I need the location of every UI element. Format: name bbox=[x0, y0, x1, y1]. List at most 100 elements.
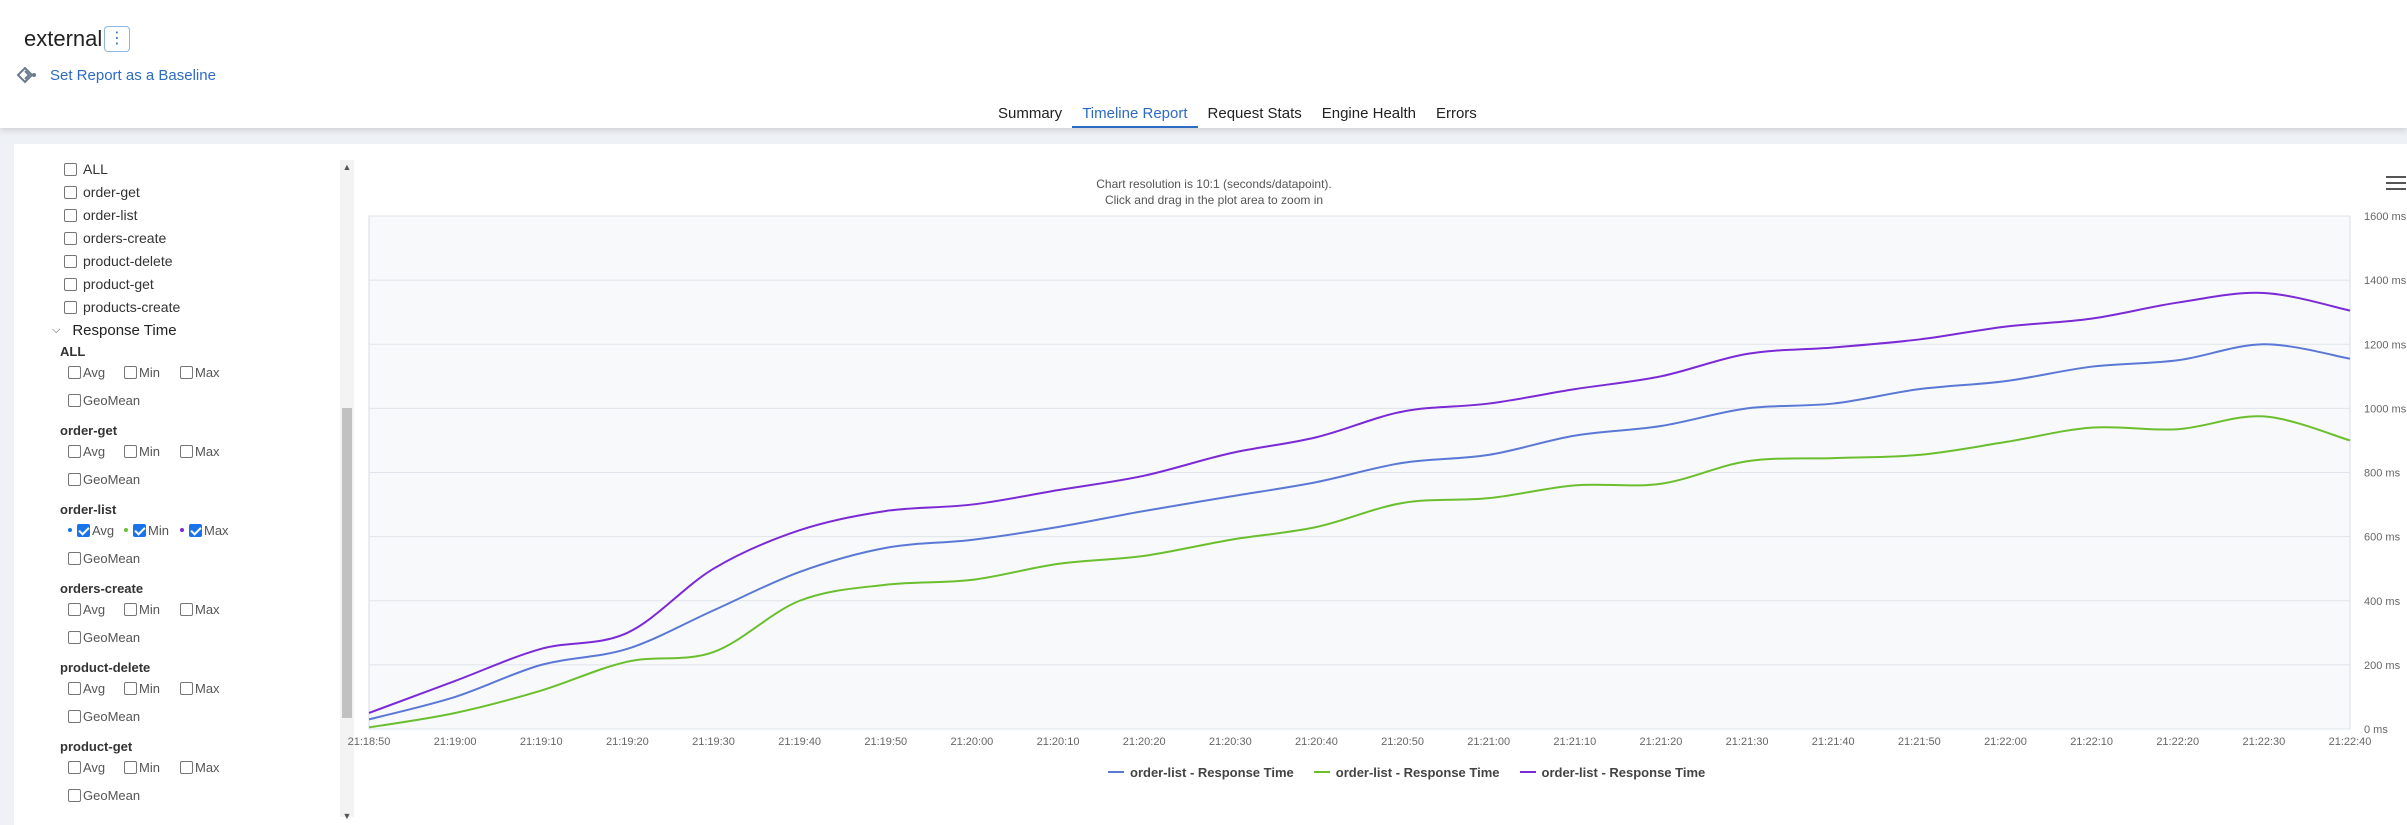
option-avg[interactable]: Avg bbox=[68, 681, 124, 696]
set-baseline-link[interactable]: Set Report as a Baseline bbox=[16, 64, 216, 86]
option-label: Avg bbox=[83, 680, 106, 696]
legend-item-max[interactable]: order-list - Response Time bbox=[1519, 762, 1705, 782]
label-filter-order-list[interactable]: order-list bbox=[64, 206, 137, 224]
chart-menu-icon[interactable] bbox=[2386, 176, 2406, 194]
checkbox[interactable] bbox=[133, 523, 146, 537]
scroll-down-arrow-icon[interactable]: ▼ bbox=[342, 811, 352, 821]
tab-timeline-report[interactable]: Timeline Report bbox=[1072, 104, 1198, 128]
checkbox[interactable] bbox=[68, 602, 81, 616]
filter-sidebar: ALL order-get order-list orders-create p… bbox=[14, 160, 354, 825]
checkbox[interactable] bbox=[64, 300, 77, 314]
option-label: GeoMean bbox=[83, 471, 141, 487]
x-tick-label: 21:20:10 bbox=[1037, 736, 1080, 748]
option-label: GeoMean bbox=[83, 392, 141, 408]
option-geomean[interactable]: GeoMean bbox=[68, 707, 140, 725]
option-label: Max bbox=[195, 759, 220, 775]
sidebar-scrollbar[interactable]: ▲ ▼ bbox=[340, 160, 354, 821]
label-filter-product-get[interactable]: product-get bbox=[64, 275, 154, 293]
option-min[interactable]: Min bbox=[124, 444, 180, 459]
option-min[interactable]: Min bbox=[124, 602, 180, 617]
tab-request-stats[interactable]: Request Stats bbox=[1207, 105, 1302, 122]
checkbox[interactable] bbox=[180, 681, 193, 695]
option-geomean[interactable]: GeoMean bbox=[68, 628, 140, 646]
label-filter-order-get[interactable]: order-get bbox=[64, 183, 140, 201]
checkbox[interactable] bbox=[77, 523, 90, 537]
tab-engine-health[interactable]: Engine Health bbox=[1321, 105, 1416, 122]
option-geomean[interactable]: GeoMean bbox=[68, 786, 140, 804]
report-options-button[interactable]: ⋮ bbox=[104, 26, 130, 52]
checkbox[interactable] bbox=[180, 760, 193, 774]
series-line-2 bbox=[368, 291, 2351, 714]
checkbox[interactable] bbox=[124, 365, 137, 379]
x-tick-label: 21:19:40 bbox=[778, 736, 821, 748]
checkbox[interactable] bbox=[189, 523, 202, 537]
option-max[interactable]: Max bbox=[180, 760, 236, 775]
option-avg[interactable]: Avg bbox=[68, 602, 124, 617]
checkbox[interactable] bbox=[64, 277, 77, 291]
option-max[interactable]: Max bbox=[180, 681, 236, 696]
baseline-icon bbox=[16, 66, 36, 84]
checkbox[interactable] bbox=[68, 551, 81, 565]
tab-summary[interactable]: Summary bbox=[998, 105, 1063, 122]
chart-header: Chart resolution is 10:1 (seconds/datapo… bbox=[1064, 176, 1364, 208]
checkbox[interactable] bbox=[68, 393, 81, 407]
option-avg[interactable]: Avg bbox=[68, 760, 124, 775]
checkbox[interactable] bbox=[68, 709, 81, 723]
label-filter-orders-create[interactable]: orders-create bbox=[64, 229, 166, 247]
option-geomean[interactable]: GeoMean bbox=[68, 391, 140, 409]
checkbox[interactable] bbox=[124, 444, 137, 458]
option-max[interactable]: Max bbox=[180, 602, 236, 617]
x-tick-label: 21:21:30 bbox=[1726, 736, 1769, 748]
checkbox[interactable] bbox=[68, 630, 81, 644]
option-max[interactable]: Max bbox=[180, 365, 236, 380]
x-tick-label: 21:21:20 bbox=[1640, 736, 1683, 748]
option-max[interactable]: Max bbox=[180, 444, 236, 459]
checkbox[interactable] bbox=[124, 681, 137, 695]
option-avg[interactable]: Avg bbox=[68, 523, 124, 538]
checkbox[interactable] bbox=[68, 681, 81, 695]
label-text: order-get bbox=[83, 184, 140, 200]
legend-item-avg[interactable]: order-list - Response Time bbox=[1108, 762, 1294, 782]
checkbox[interactable] bbox=[64, 208, 77, 222]
option-max[interactable]: Max bbox=[180, 523, 236, 538]
checkbox[interactable] bbox=[64, 254, 77, 268]
option-min[interactable]: Min bbox=[124, 760, 180, 775]
scroll-up-arrow-icon[interactable]: ▲ bbox=[342, 162, 352, 172]
checkbox[interactable] bbox=[64, 162, 77, 176]
tab-errors[interactable]: Errors bbox=[1435, 105, 1477, 122]
group-title: order-get bbox=[60, 423, 118, 438]
checkbox[interactable] bbox=[68, 760, 81, 774]
checkbox[interactable] bbox=[124, 760, 137, 774]
option-min[interactable]: Min bbox=[124, 523, 180, 538]
response-time-section[interactable]: ⌵ Response Time bbox=[52, 320, 177, 340]
x-tick-label: 21:22:20 bbox=[2156, 736, 2199, 748]
checkbox[interactable] bbox=[180, 602, 193, 616]
checkbox[interactable] bbox=[64, 231, 77, 245]
timeline-panel: ALL order-get order-list orders-create p… bbox=[14, 144, 2407, 825]
label-filter-product-delete[interactable]: product-delete bbox=[64, 252, 173, 270]
checkbox[interactable] bbox=[180, 365, 193, 379]
checkbox[interactable] bbox=[68, 365, 81, 379]
checkbox[interactable] bbox=[68, 444, 81, 458]
timeline-chart[interactable]: 0 ms 200 ms 400 ms 600 ms 800 ms 1000 ms 1200 … bbox=[14, 144, 2407, 825]
option-avg[interactable]: Avg bbox=[68, 444, 124, 459]
label-filter-products-create[interactable]: products-create bbox=[64, 298, 180, 316]
group-options: Avg Min Max bbox=[68, 521, 236, 539]
checkbox[interactable] bbox=[68, 788, 81, 802]
option-min[interactable]: Min bbox=[124, 681, 180, 696]
option-label: Max bbox=[195, 680, 220, 696]
option-avg[interactable]: Avg bbox=[68, 365, 124, 380]
x-tick-label: 21:21:10 bbox=[1553, 736, 1596, 748]
option-geomean[interactable]: GeoMean bbox=[68, 549, 140, 567]
checkbox[interactable] bbox=[180, 444, 193, 458]
legend-item-min[interactable]: order-list - Response Time bbox=[1313, 762, 1500, 782]
checkbox[interactable] bbox=[64, 185, 77, 199]
report-name: external bbox=[24, 26, 103, 51]
checkbox[interactable] bbox=[124, 602, 137, 616]
option-min[interactable]: Min bbox=[124, 365, 180, 380]
option-geomean[interactable]: GeoMean bbox=[68, 470, 140, 488]
checkbox[interactable] bbox=[68, 472, 81, 486]
y-tick-label: 600 ms bbox=[2364, 532, 2401, 544]
label-filter-all[interactable]: ALL bbox=[64, 160, 108, 178]
scroll-thumb[interactable] bbox=[342, 408, 352, 718]
